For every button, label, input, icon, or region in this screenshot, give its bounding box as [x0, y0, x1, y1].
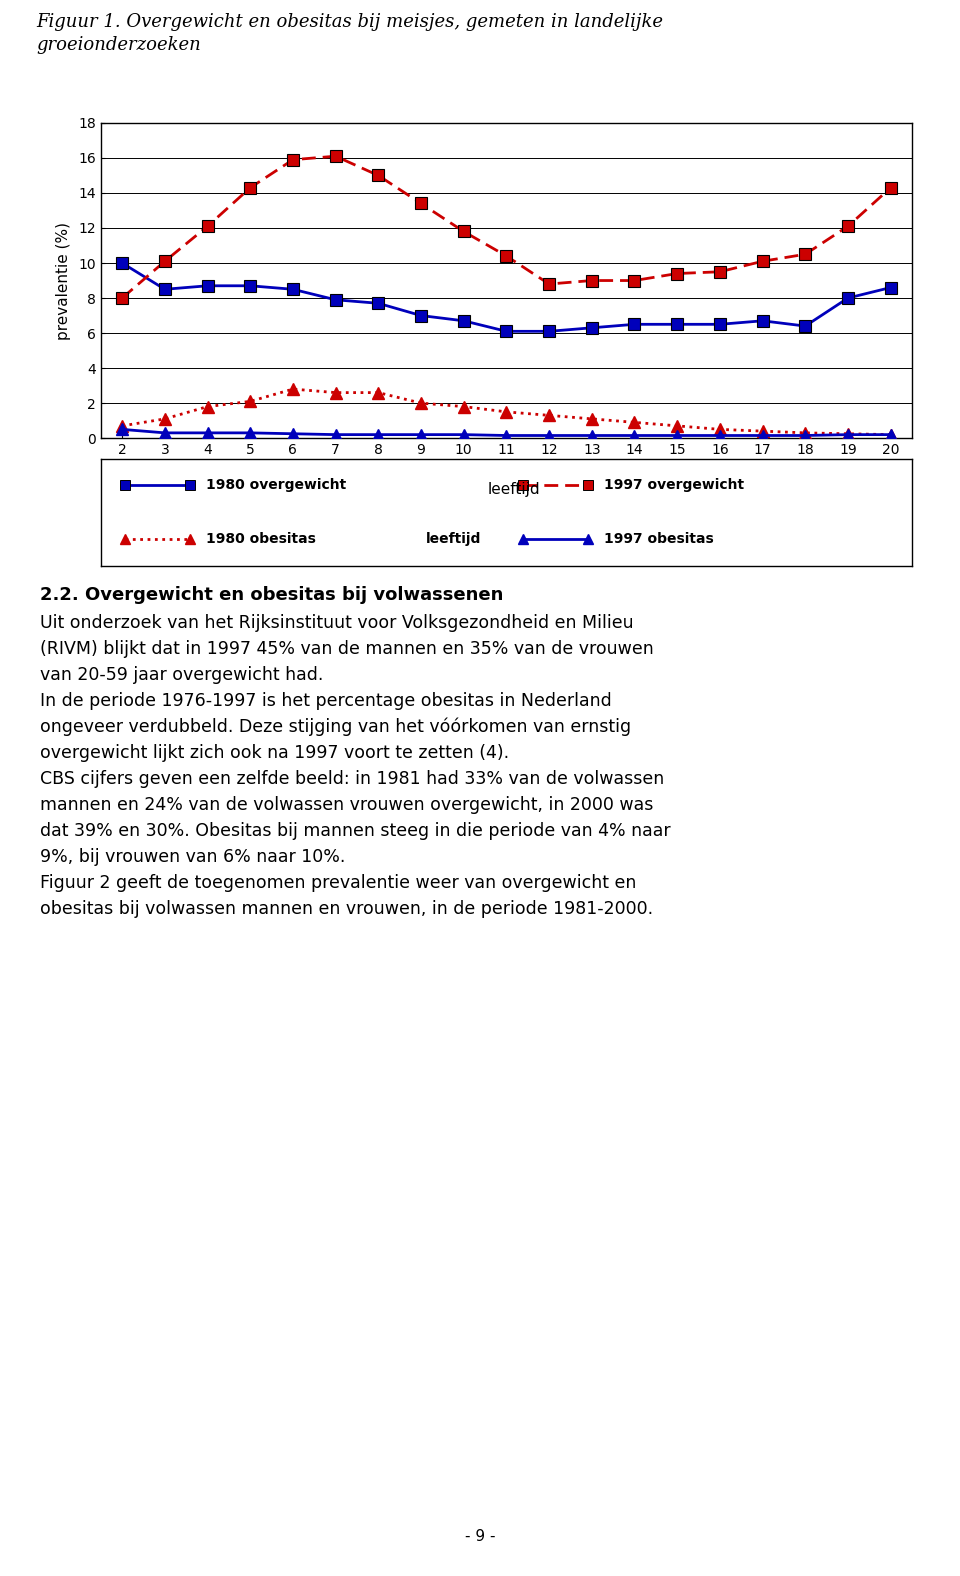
- Text: (RIVM) blijkt dat in 1997 45% van de mannen en 35% van de vrouwen: (RIVM) blijkt dat in 1997 45% van de man…: [40, 640, 654, 657]
- Text: van 20-59 jaar overgewicht had.: van 20-59 jaar overgewicht had.: [40, 665, 324, 684]
- Text: Uit onderzoek van het Rijksinstituut voor Volksgezondheid en Milieu: Uit onderzoek van het Rijksinstituut voo…: [40, 613, 634, 632]
- Y-axis label: prevalentie (%): prevalentie (%): [57, 222, 71, 339]
- Text: 1980 overgewicht: 1980 overgewicht: [206, 479, 347, 492]
- Text: CBS cijfers geven een zelfde beeld: in 1981 had 33% van de volwassen: CBS cijfers geven een zelfde beeld: in 1…: [40, 769, 664, 788]
- Text: Figuur 1. Overgewicht en obesitas bij meisjes, gemeten in landelijke: Figuur 1. Overgewicht en obesitas bij me…: [36, 13, 663, 30]
- Text: leeftijd: leeftijd: [488, 482, 540, 498]
- Text: 9%, bij vrouwen van 6% naar 10%.: 9%, bij vrouwen van 6% naar 10%.: [40, 848, 346, 865]
- Text: ongeveer verdubbeld. Deze stijging van het vóórkomen van ernstig: ongeveer verdubbeld. Deze stijging van h…: [40, 717, 632, 736]
- Text: groeionderzoeken: groeionderzoeken: [36, 36, 202, 54]
- Text: In de periode 1976-1997 is het percentage obesitas in Nederland: In de periode 1976-1997 is het percentag…: [40, 692, 612, 709]
- Text: 1997 overgewicht: 1997 overgewicht: [604, 479, 744, 492]
- Text: - 9 -: - 9 -: [465, 1529, 495, 1544]
- Text: obesitas bij volwassen mannen en vrouwen, in de periode 1981-2000.: obesitas bij volwassen mannen en vrouwen…: [40, 900, 654, 917]
- Text: 1997 obesitas: 1997 obesitas: [604, 533, 713, 545]
- Text: mannen en 24% van de volwassen vrouwen overgewicht, in 2000 was: mannen en 24% van de volwassen vrouwen o…: [40, 796, 654, 813]
- Text: Figuur 2 geeft de toegenomen prevalentie weer van overgewicht en: Figuur 2 geeft de toegenomen prevalentie…: [40, 873, 636, 892]
- Text: leeftijd: leeftijd: [426, 533, 481, 545]
- Text: 2.2. Overgewicht en obesitas bij volwassenen: 2.2. Overgewicht en obesitas bij volwass…: [40, 586, 504, 604]
- Text: dat 39% en 30%. Obesitas bij mannen steeg in die periode van 4% naar: dat 39% en 30%. Obesitas bij mannen stee…: [40, 821, 671, 840]
- Text: 1980 obesitas: 1980 obesitas: [206, 533, 316, 545]
- Text: overgewicht lijkt zich ook na 1997 voort te zetten (4).: overgewicht lijkt zich ook na 1997 voort…: [40, 744, 510, 761]
